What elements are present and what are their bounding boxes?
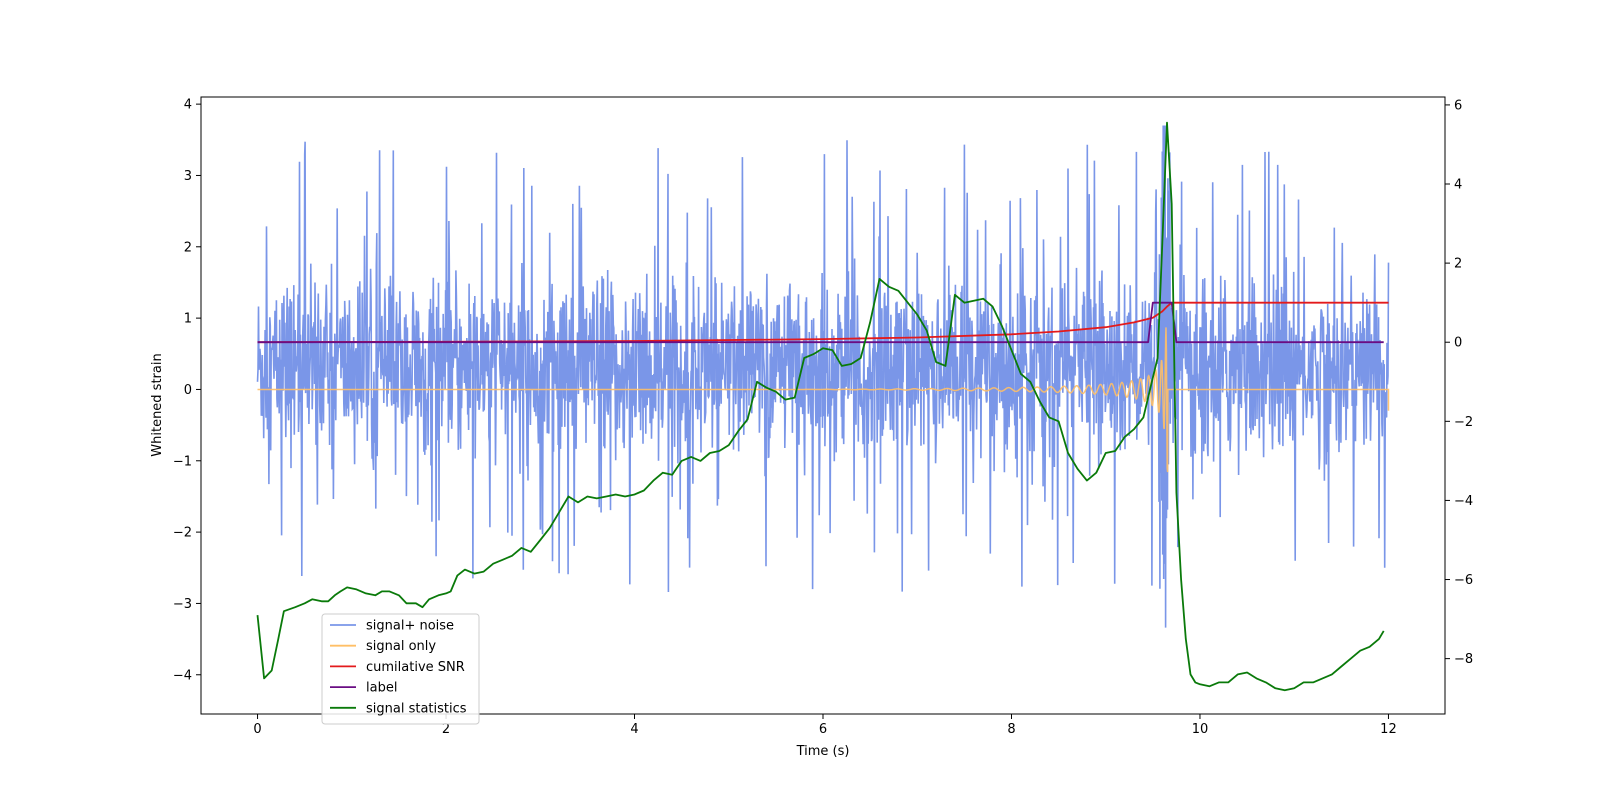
x-tick-label: 8 (1007, 722, 1015, 737)
y-axis-right: −8 −6 −4 −2 0 2 4 6 (1445, 98, 1473, 667)
x-tick-label: 0 (253, 722, 261, 737)
x-tick-label: 2 (442, 722, 450, 737)
series-cumulative-snr (257, 301, 1389, 344)
y2-tick-label: −6 (1454, 573, 1473, 588)
y-axis-left: −4 −3 −2 −1 0 1 2 3 4 (173, 98, 201, 683)
legend: signal+ noise signal only cumilative SNR la… (321, 613, 480, 725)
series-signal-only (257, 327, 1390, 473)
y2-tick-label: −8 (1454, 652, 1473, 667)
series-signal-noise (256, 125, 1390, 628)
series-layer (256, 121, 1390, 692)
x-tick-label: 12 (1380, 722, 1397, 737)
y-tick-label: −2 (173, 526, 192, 541)
y-tick-label: −4 (173, 668, 192, 683)
legend-box (321, 613, 480, 725)
series-signal-statistics (256, 121, 1385, 692)
y-tick-label: 4 (184, 98, 192, 113)
y2-tick-label: 4 (1454, 178, 1462, 193)
y2-tick-label: 6 (1454, 98, 1462, 113)
legend-entry-label: signal only (366, 639, 436, 654)
y-tick-label: 3 (184, 169, 192, 184)
y-axis-label: Whitened strain (150, 353, 165, 456)
y2-tick-label: 0 (1454, 336, 1462, 351)
legend-entry-label: signal+ noise (366, 619, 454, 634)
legend-entry-label: signal statistics (366, 701, 467, 716)
legend-entry-label: label (366, 681, 397, 696)
y-tick-label: −3 (173, 597, 192, 612)
y-tick-label: −1 (173, 454, 192, 469)
x-tick-label: 10 (1192, 722, 1209, 737)
y2-tick-label: −2 (1454, 415, 1473, 430)
x-tick-label: 4 (630, 722, 638, 737)
y-tick-label: 2 (184, 240, 192, 255)
y2-tick-label: −4 (1454, 494, 1473, 509)
legend-entry-label: cumilative SNR (366, 660, 465, 675)
y2-tick-label: 2 (1454, 257, 1462, 272)
y-tick-label: 1 (184, 312, 192, 327)
x-axis-label: Time (s) (796, 744, 850, 759)
y-tick-label: 0 (184, 383, 192, 398)
x-tick-label: 6 (819, 722, 827, 737)
series-label (257, 301, 1384, 344)
